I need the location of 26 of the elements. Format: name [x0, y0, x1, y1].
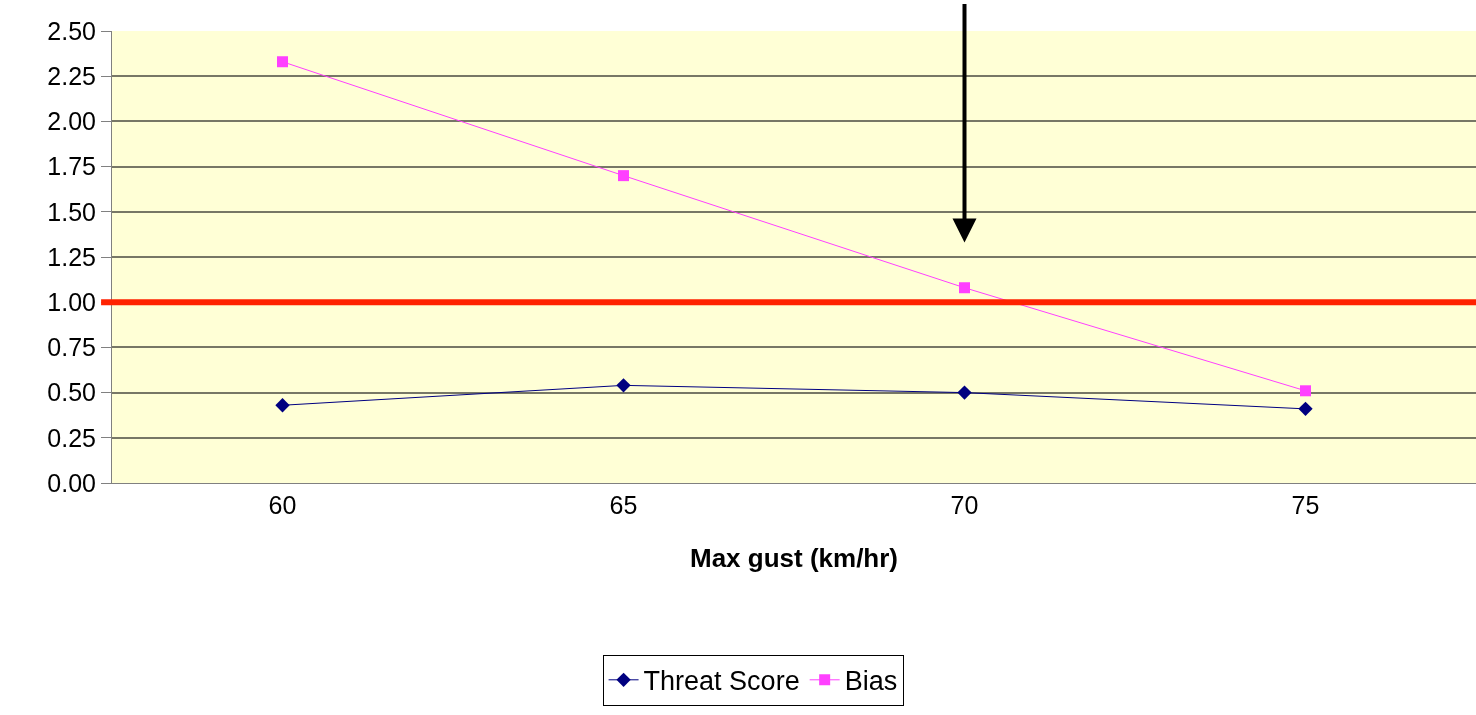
y-tick-label: 0.75 [47, 333, 96, 362]
y-tick-label: 2.25 [47, 61, 96, 90]
x-axis-title: Max gust (km/hr) [689, 542, 899, 573]
y-tick-label: 0.50 [47, 378, 96, 407]
point [275, 398, 290, 413]
y-tick-label: 0.00 [47, 468, 96, 497]
y-tick-label: 2.00 [47, 107, 96, 136]
x-tick-label: 65 [609, 491, 638, 519]
y-tick-label: 0.25 [47, 423, 96, 452]
point [959, 282, 970, 294]
point [616, 378, 631, 393]
legend-label: Threat Score [643, 666, 800, 697]
point [957, 385, 972, 400]
point [1298, 401, 1313, 417]
y-tick-label: 1.00 [47, 287, 96, 316]
point [277, 56, 288, 68]
y-tick-label: 1.75 [47, 152, 96, 181]
x-tick-label: 75 [1291, 491, 1320, 519]
x-tick-label: 60 [268, 491, 297, 519]
legend-label: Bias [844, 666, 898, 697]
x-tick-label: 70 [950, 491, 979, 519]
point [1300, 385, 1311, 397]
y-tick-label: 2.50 [47, 16, 96, 45]
y-tick-label: 1.25 [47, 242, 96, 271]
point [618, 170, 629, 182]
y-tick-label: 1.50 [47, 197, 96, 226]
